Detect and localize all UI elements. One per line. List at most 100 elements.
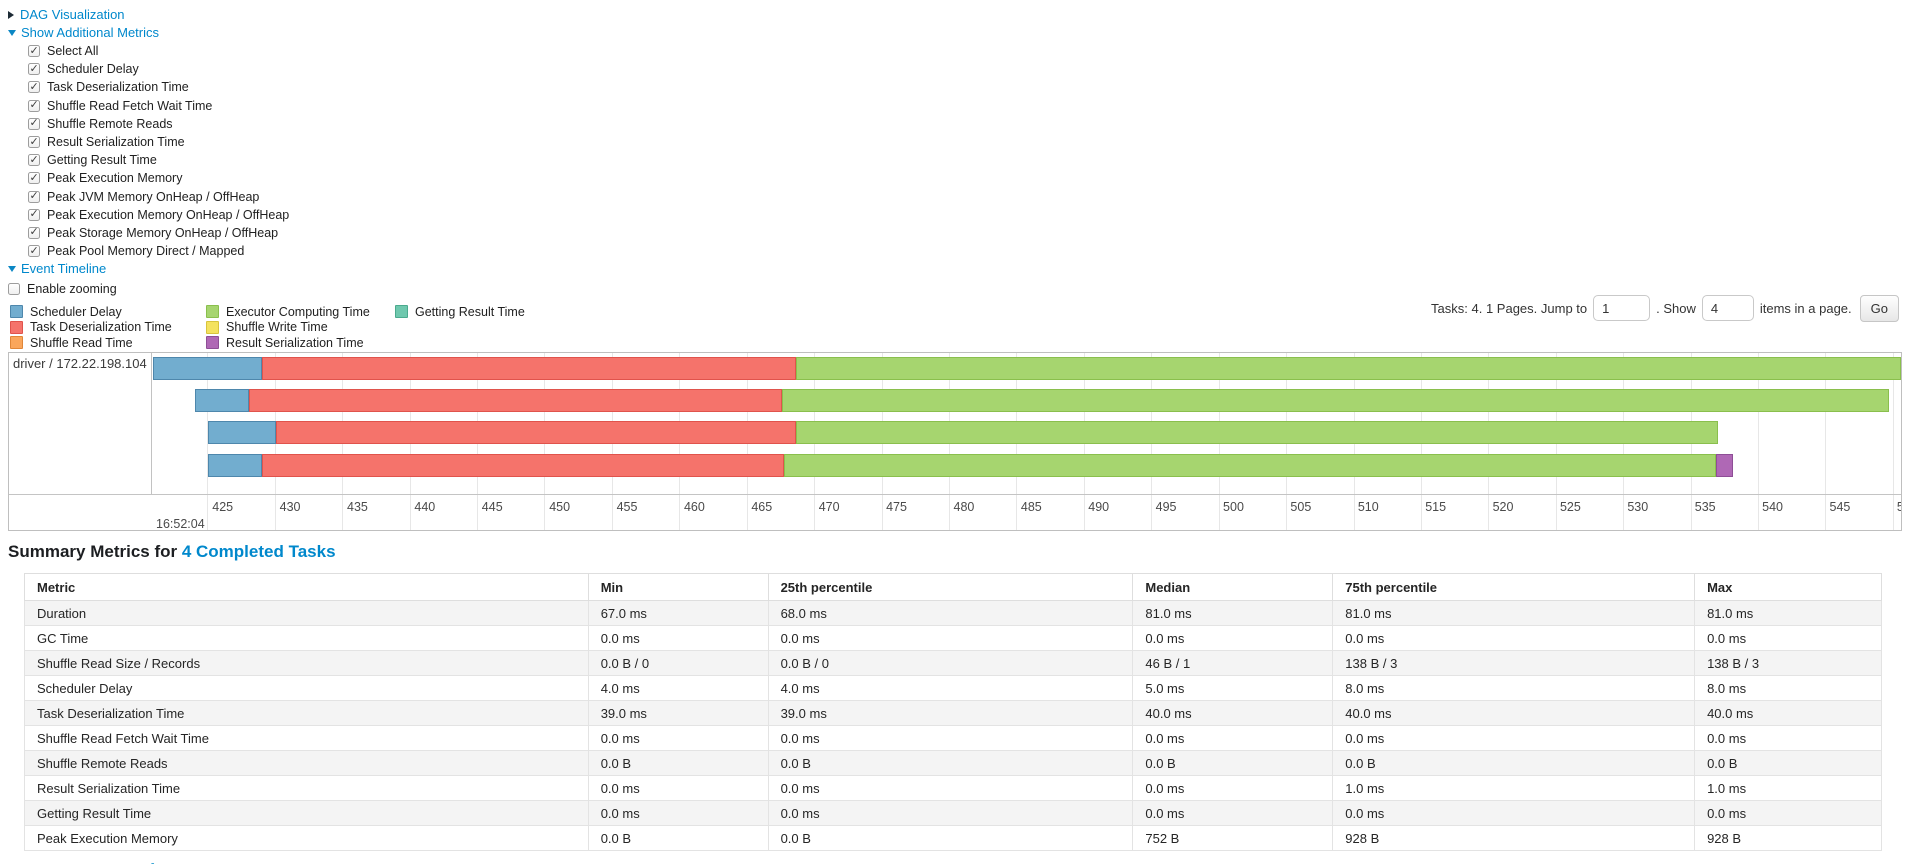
metric-value-cell: 0.0 ms	[1132, 625, 1334, 651]
show-additional-metrics-toggle[interactable]: Show Additional Metrics	[8, 24, 289, 42]
metric-value-cell: 928 B	[1332, 825, 1696, 851]
scheduler-delay-bar-segment[interactable]	[153, 357, 263, 380]
task-deserialization-bar-segment[interactable]	[248, 389, 783, 412]
table-row: Shuffle Read Fetch Wait Time 0.0 ms 0.0 ms…	[24, 725, 1882, 751]
task-deserialization-swatch-icon	[10, 320, 23, 334]
metric-checkbox-row: Peak Execution Memory OnHeap / OffHeap	[28, 206, 289, 224]
metric-checkbox[interactable]	[28, 244, 40, 258]
metric-value-cell: 68.0 ms	[767, 600, 1134, 626]
metric-value-cell: 0.0 ms	[767, 800, 1134, 826]
table-row: Shuffle Read Size / Records 0.0 B / 0 0.0 …	[24, 650, 1882, 676]
table-row: Duration 67.0 ms 68.0 ms 81.0 ms 81.0 ms 81.0…	[24, 600, 1882, 626]
metric-value-cell: 0.0 ms	[1694, 625, 1882, 651]
metric-value-cell: 1.0 ms	[1332, 775, 1696, 801]
metric-value-cell: 0.0 B	[1132, 750, 1334, 776]
items-per-page-input[interactable]	[1701, 295, 1754, 321]
scheduler-delay-swatch-icon	[10, 305, 23, 319]
metric-value-cell: 0.0 ms	[1694, 800, 1882, 826]
metric-value-cell: 39.0 ms	[587, 700, 769, 726]
metric-value-cell: 138 B / 3	[1694, 650, 1882, 676]
scheduler-delay-bar-segment[interactable]	[208, 454, 263, 477]
metric-value-cell: 0.0 ms	[1694, 725, 1882, 751]
task-deserialization-bar-segment[interactable]	[262, 454, 784, 477]
metric-checkbox[interactable]	[28, 116, 40, 130]
metric-checkbox[interactable]	[28, 225, 40, 239]
metric-checkbox[interactable]	[28, 135, 40, 149]
executor-computing-bar-segment[interactable]	[782, 389, 1889, 412]
enable-zooming-row: Enable zooming	[8, 280, 289, 297]
metric-checkbox[interactable]	[28, 171, 40, 185]
metric-checkbox[interactable]	[28, 153, 40, 167]
stage-controls: DAG Visualization Show Additional Metric…	[8, 6, 289, 297]
expanded-arrow-icon	[8, 30, 16, 36]
go-button[interactable]: Go	[1859, 294, 1899, 322]
metric-checkbox[interactable]	[28, 98, 40, 112]
metric-checkbox[interactable]	[28, 62, 40, 76]
metric-checkbox-label: Shuffle Read Fetch Wait Time	[47, 98, 213, 113]
timeline-plot	[153, 353, 1901, 494]
axis-major-time-label: 16:52:04	[156, 517, 205, 531]
metric-value-cell: 8.0 ms	[1332, 675, 1696, 701]
result-serialization-bar-segment[interactable]	[1716, 454, 1733, 477]
metric-name-cell: Result Serialization Time	[24, 775, 589, 801]
executor-computing-bar-segment[interactable]	[795, 421, 1718, 444]
axis-tick-label: 515	[1425, 500, 1447, 514]
axis-tick-label: 495	[1155, 500, 1177, 514]
metric-checkbox[interactable]	[28, 80, 40, 94]
table-header-row: Metric Min 25th percentile Median 75th perce…	[24, 573, 1882, 601]
scheduler-delay-bar-segment[interactable]	[208, 421, 276, 444]
timeline-task-row	[153, 357, 1901, 380]
timeline-task-row	[153, 454, 1901, 477]
enable-zooming-checkbox[interactable]	[8, 282, 20, 295]
metric-checkbox-row: Shuffle Remote Reads	[28, 115, 289, 133]
event-timeline-toggle[interactable]: Event Timeline	[8, 260, 289, 278]
pagination-suffix-label: items in a page.	[1759, 300, 1852, 316]
legend-entry: Scheduler Delay	[10, 304, 172, 320]
metric-value-cell: 138 B / 3	[1332, 650, 1696, 676]
axis-tick-label: 500	[1223, 500, 1244, 514]
axis-tick-label: 540	[1762, 500, 1783, 514]
metric-checkbox-label: Peak Pool Memory Direct / Mapped	[47, 244, 245, 259]
axis-tick-label: 455	[616, 500, 638, 514]
metric-name-cell: Shuffle Read Size / Records	[24, 650, 589, 676]
metric-checkbox-label: Select All	[47, 44, 99, 59]
table-header-cell: 75th percentile	[1332, 573, 1696, 601]
metric-checkbox[interactable]	[28, 189, 40, 203]
metric-name-cell: Shuffle Remote Reads	[24, 750, 589, 776]
axis-tick-label: 465	[751, 500, 773, 514]
task-deserialization-bar-segment[interactable]	[275, 421, 796, 444]
metric-checkbox[interactable]	[28, 44, 40, 58]
legend-column: Getting Result Time	[395, 304, 525, 320]
legend-entry: Executor Computing Time	[206, 304, 370, 320]
shuffle-read-swatch-icon	[10, 336, 23, 350]
metric-value-cell: 0.0 ms	[767, 725, 1134, 751]
timeline-axis: 16:52:04 425 430 435 440 445 450 455 460 465 470 4…	[9, 494, 1901, 530]
axis-tick-label: 450	[549, 500, 571, 514]
axis-tick-label: 545	[1829, 500, 1851, 514]
metric-value-cell: 0.0 B / 0	[767, 650, 1134, 676]
metric-name-cell: Task Deserialization Time	[24, 700, 589, 726]
shuffle-write-swatch-icon	[206, 320, 219, 334]
metric-checkbox-row: Select All	[28, 42, 289, 60]
scheduler-delay-bar-segment[interactable]	[194, 389, 249, 412]
metric-value-cell: 0.0 ms	[587, 625, 769, 651]
metric-value-cell: 0.0 ms	[1132, 775, 1334, 801]
task-deserialization-bar-segment[interactable]	[262, 357, 796, 380]
legend-label: Shuffle Read Time	[30, 335, 133, 350]
metric-checkbox-list: Select All Scheduler Delay Task Deserializ…	[28, 42, 289, 260]
metric-checkbox[interactable]	[28, 207, 40, 221]
metric-value-cell: 0.0 ms	[1332, 625, 1696, 651]
metric-value-cell: 0.0 ms	[767, 775, 1134, 801]
executor-computing-bar-segment[interactable]	[795, 357, 1901, 380]
metric-value-cell: 40.0 ms	[1332, 700, 1696, 726]
jump-to-page-input[interactable]	[1593, 295, 1651, 321]
enable-zooming-label: Enable zooming	[27, 281, 117, 296]
completed-tasks-link[interactable]: 4 Completed Tasks	[181, 542, 336, 561]
metric-value-cell: 1.0 ms	[1694, 775, 1882, 801]
axis-tick-label: 435	[347, 500, 368, 514]
executor-computing-bar-segment[interactable]	[783, 454, 1717, 477]
dag-visualization-toggle[interactable]: DAG Visualization	[8, 6, 289, 24]
tasks-pagination: Tasks: 4. 1 Pages. Jump to . Show items …	[1431, 291, 1899, 325]
legend-column: Scheduler Delay Task Deserialization Time…	[10, 304, 172, 351]
